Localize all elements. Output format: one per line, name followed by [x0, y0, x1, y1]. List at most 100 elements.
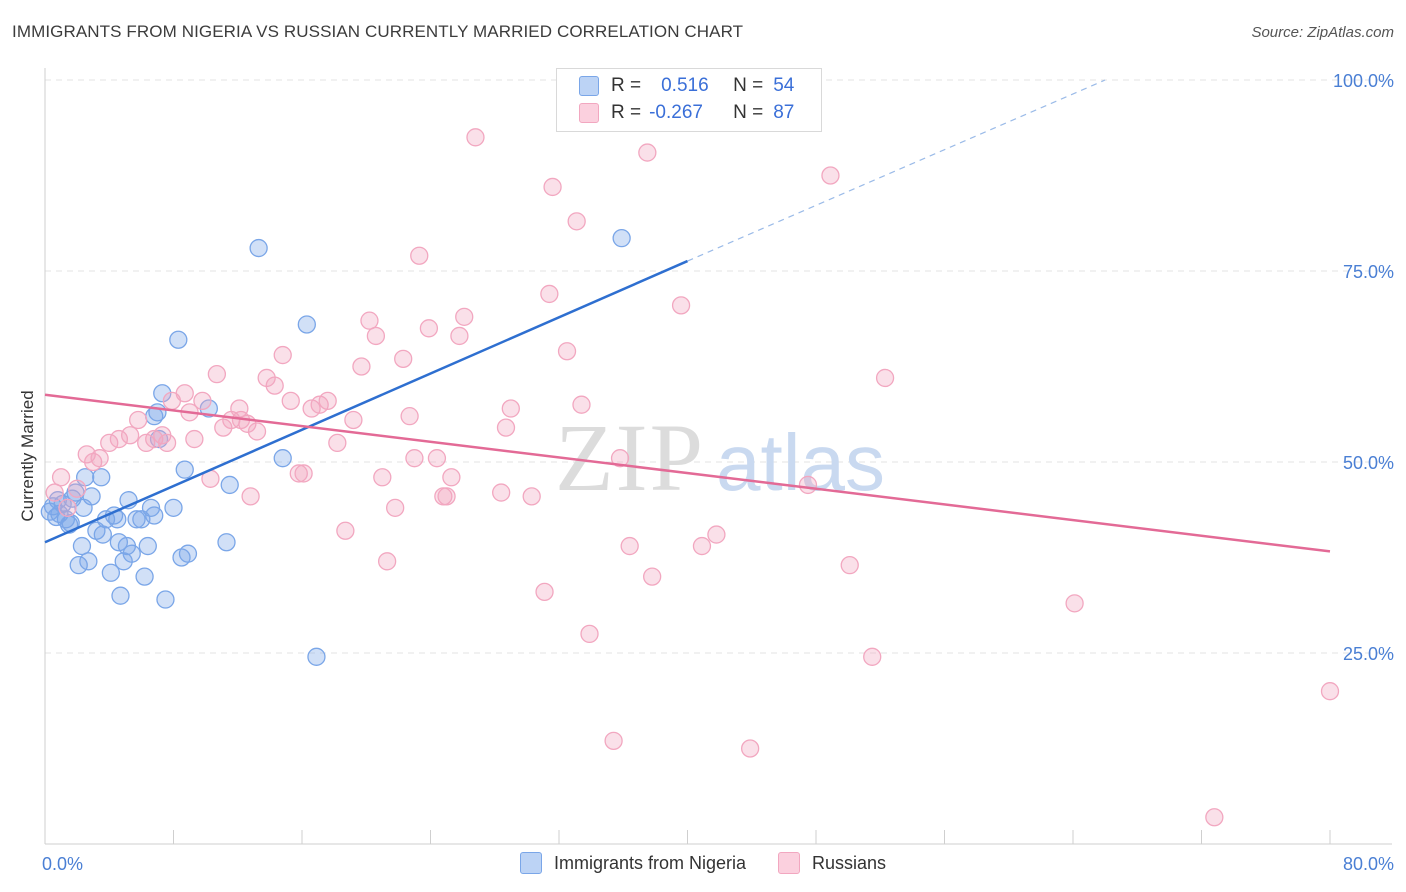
point-russians [492, 483, 511, 502]
point-nigeria [217, 533, 236, 552]
point-nigeria [74, 498, 93, 517]
point-russians [175, 384, 194, 403]
point-nigeria [69, 555, 88, 575]
point-russians [247, 422, 267, 441]
point-russians [100, 433, 119, 453]
watermark-atlas: atlas [716, 418, 885, 507]
chart-title: IMMIGRANTS FROM NIGERIA VS RUSSIAN CURRE… [12, 22, 744, 41]
legend-item-nigeria[interactable]: Immigrants from Nigeria [519, 852, 746, 874]
point-russians [798, 475, 818, 495]
point-russians [386, 498, 405, 517]
n-label: N = [733, 75, 764, 96]
point-nigeria [297, 315, 316, 334]
point-russians [273, 345, 292, 365]
point-russians [638, 143, 657, 162]
y-tick-label: 25.0% [1343, 644, 1394, 664]
point-nigeria [220, 475, 239, 495]
point-russians [120, 426, 140, 445]
point-russians [281, 391, 300, 411]
point-nigeria [101, 563, 121, 582]
series-legend: Immigrants from Nigeria Russians [0, 852, 1406, 874]
point-russians [129, 410, 148, 430]
point-russians [620, 536, 639, 556]
point-russians [377, 552, 397, 571]
watermark: ZIP atlas [555, 404, 885, 511]
watermark-zip: ZIP [555, 404, 705, 511]
r-value: 0.516 [661, 75, 709, 96]
point-russians [360, 311, 379, 330]
tick-labels: 100.0% 75.0% 50.0% 25.0% 0.0% 80.0% [42, 71, 1394, 874]
point-russians [840, 555, 859, 575]
point-nigeria [164, 498, 183, 517]
point-russians [437, 487, 456, 506]
point-russians [1205, 808, 1224, 827]
point-nigeria [273, 449, 292, 468]
point-russians [540, 284, 559, 304]
point-russians [496, 418, 516, 437]
point-russians [405, 449, 424, 468]
point-russians [442, 468, 461, 487]
point-russians [207, 364, 227, 384]
point-russians [366, 326, 386, 346]
point-russians [455, 307, 474, 326]
point-russians [1320, 682, 1340, 701]
x-tick-label: 0.0% [42, 854, 83, 874]
point-nigeria [178, 544, 198, 563]
legend-item-russians[interactable]: Russians [778, 852, 886, 874]
source-credit: Source: ZipAtlas.com [1251, 24, 1394, 41]
point-russians [352, 357, 371, 376]
point-russians [863, 647, 882, 666]
point-nigeria [307, 647, 326, 666]
point-russians [185, 429, 204, 449]
trend-lines [44, 79, 1331, 553]
point-russians [419, 319, 439, 338]
point-russians [336, 521, 355, 540]
point-russians [567, 212, 586, 231]
point-russians [557, 342, 577, 361]
point-russians [45, 483, 64, 502]
point-nigeria [156, 590, 175, 609]
trend-line-russians [44, 393, 1331, 553]
stats-row-nigeria: R = 0.516 N = 54 [579, 73, 794, 99]
point-russians [501, 399, 520, 418]
point-nigeria [122, 544, 141, 563]
swatch-russians [579, 103, 599, 123]
r-label: R = [611, 102, 642, 123]
stats-row-russians: R = -0.267 N = 87 [579, 100, 794, 126]
point-nigeria [145, 407, 164, 426]
point-russians [410, 246, 429, 265]
point-russians [67, 479, 87, 498]
point-russians [289, 464, 308, 483]
swatch-nigeria [579, 76, 599, 96]
point-nigeria [72, 536, 92, 556]
point-nigeria [127, 510, 146, 529]
point-russians [51, 468, 71, 487]
point-russians [643, 567, 662, 586]
point-russians [427, 449, 447, 468]
point-russians [373, 468, 392, 487]
y-tick-label: 100.0% [1333, 71, 1394, 91]
point-russians [294, 464, 313, 483]
r-value: -0.267 [649, 102, 703, 123]
point-russians [692, 536, 712, 556]
point-russians [821, 166, 840, 185]
point-nigeria [92, 468, 111, 487]
point-nigeria [145, 506, 164, 525]
point-russians [344, 410, 363, 430]
point-russians [90, 449, 109, 468]
point-russians [671, 296, 691, 315]
axes [44, 68, 1392, 845]
x-tick-label: 80.0% [1343, 854, 1394, 874]
point-nigeria [175, 460, 194, 479]
legend-swatch-russians [778, 852, 800, 874]
n-value: 87 [773, 102, 795, 123]
point-russians [58, 498, 77, 517]
point-nigeria [138, 536, 157, 556]
r-label: R = [611, 75, 642, 96]
point-russians [109, 429, 129, 449]
point-russians [580, 624, 599, 644]
point-russians [328, 433, 347, 453]
point-russians [522, 487, 541, 506]
series-russians-points [45, 128, 1340, 827]
point-russians [157, 433, 177, 453]
